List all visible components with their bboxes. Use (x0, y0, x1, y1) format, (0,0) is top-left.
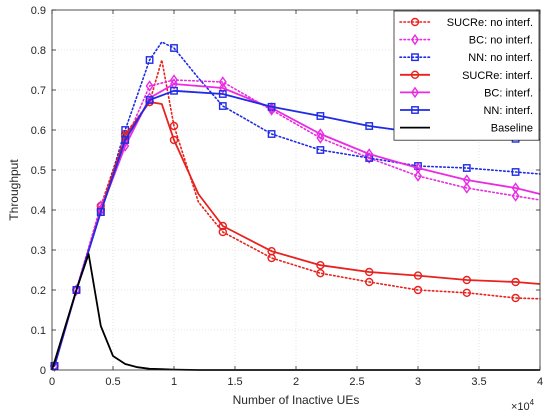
y-tick-label: 0.1 (31, 325, 46, 337)
data-point-bc-interf (413, 162, 423, 174)
legend-label: Baseline (491, 123, 533, 135)
y-tick-label: 0.7 (31, 85, 46, 97)
legend-label: SUCRe: no interf. (447, 17, 533, 29)
data-point-sucre-interf (511, 277, 520, 287)
data-point-bc-interf (169, 78, 179, 90)
data-point-sucre-interf (267, 246, 276, 256)
data-point-sucre-interf (365, 267, 374, 277)
x-tick-label: 3.5 (471, 376, 486, 388)
data-point-nn-interf (145, 96, 154, 104)
legend-label: NN: no interf. (468, 52, 533, 64)
legend-marker (410, 33, 420, 46)
y-tick-label: 0.8 (31, 45, 46, 57)
x-axis-exponent-base: ×10 (511, 401, 530, 413)
data-point-sucre-interf (218, 221, 228, 231)
data-point-bc-interf (365, 148, 374, 160)
legend: SUCRe: no interf. BC: no interf. NN: no in… (393, 10, 540, 141)
data-point-nn-interf (72, 286, 81, 294)
x-tick-label: 3 (415, 376, 421, 388)
data-point-bc-interf (462, 174, 471, 186)
legend-label: SUCRe: interf. (462, 70, 533, 82)
data-point-bc-no-interf (145, 80, 154, 92)
y-tick-label: 0.2 (31, 285, 46, 297)
legend-entry: BC: interf. (400, 86, 533, 99)
data-point-nn-interf (267, 102, 276, 111)
x-tick-label: 1 (171, 376, 177, 388)
data-point-nn-no-interf (218, 102, 227, 110)
data-point-sucre-interf (169, 135, 179, 145)
legend-entry: SUCRe: interf. (400, 70, 533, 82)
legend-marker (410, 17, 420, 27)
data-point-nn-interf (170, 86, 178, 95)
x-tick-label: 1.5 (227, 376, 242, 388)
series-line-sucre-interf (53, 101, 541, 367)
legend-entry: NN: no interf. (399, 52, 533, 64)
y-tick-label: 0.6 (31, 125, 46, 137)
legend-marker (410, 70, 420, 80)
x-axis-exponent: ×104 (511, 398, 535, 413)
legend-entry: Baseline (400, 123, 533, 135)
legend-marker (410, 86, 420, 99)
x-tick-label: 0.5 (105, 376, 120, 388)
data-point-bc-interf (72, 284, 81, 296)
data-point-sucre-no-interf (365, 277, 374, 287)
data-point-sucre-no-interf (316, 269, 325, 278)
data-point-nn-no-interf (462, 164, 471, 172)
data-point-bc-interf (316, 128, 325, 140)
y-tick-label: 0.5 (31, 165, 46, 177)
data-point-sucre-interf (462, 275, 471, 285)
y-tick-label: 0.9 (31, 5, 46, 17)
data-point-sucre-no-interf (413, 285, 423, 295)
data-point-sucre-interf (316, 261, 325, 270)
data-point-sucre-interf (413, 271, 423, 280)
x-tick-label: 4 (537, 376, 543, 388)
data-point-sucre-no-interf (169, 121, 179, 131)
x-axis-exponent-power: 4 (530, 398, 535, 407)
data-point-nn-no-interf (316, 146, 325, 154)
x-tick-label: 2 (293, 376, 299, 388)
data-point-nn-no-interf (170, 44, 178, 52)
legend-label: BC: interf. (484, 87, 533, 99)
legend-label: NN: interf. (483, 105, 533, 117)
data-point-sucre-no-interf (511, 293, 520, 303)
y-tick-label: 0.3 (31, 245, 46, 257)
data-point-nn-interf (96, 208, 105, 216)
y-tick-label: 0 (40, 365, 46, 377)
legend-entry: SUCRe: no interf. (399, 17, 533, 29)
legend-marker (411, 53, 419, 62)
y-tick-label: 0.4 (31, 205, 46, 217)
data-point-bc-no-interf (218, 76, 227, 88)
data-point-bc-no-interf (511, 190, 520, 202)
data-point-nn-interf (316, 112, 325, 120)
x-axis-label: Number of Inactive UEs (233, 393, 360, 407)
data-point-nn-interf (365, 122, 374, 130)
data-point-nn-no-interf (267, 130, 276, 138)
data-point-bc-no-interf (413, 170, 423, 182)
data-point-bc-interf (218, 82, 227, 94)
data-point-nn-no-interf (145, 56, 154, 64)
legend-entry: BC: no interf. (399, 33, 533, 47)
data-point-nn-interf (121, 136, 130, 144)
data-point-sucre-no-interf (462, 288, 471, 297)
data-point-nn-interf (218, 90, 227, 98)
legend-entry: NN: interf. (400, 105, 533, 117)
legend-label: BC: no interf. (469, 35, 533, 47)
y-axis-label: Throughput (7, 159, 21, 221)
data-point-bc-interf (511, 182, 520, 194)
x-tick-label: 0 (49, 376, 55, 388)
legend-marker (411, 106, 419, 114)
x-tick-label: 2.5 (349, 376, 364, 388)
data-point-bc-no-interf (462, 182, 471, 194)
data-point-sucre-no-interf (218, 227, 228, 237)
data-point-nn-no-interf (511, 168, 520, 176)
